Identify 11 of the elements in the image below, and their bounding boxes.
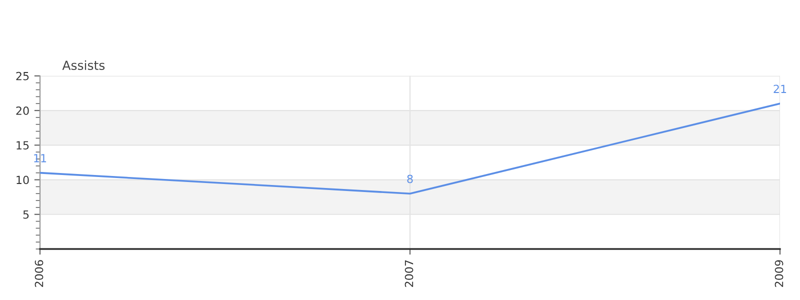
x-tick-label: 2007 [404,260,414,287]
y-tick-label: 20 [16,106,29,115]
y-axis-title: Assists [62,60,105,70]
x-tick-label: 2006 [34,260,44,287]
y-tick-label: 25 [16,72,29,80]
data-label: 21 [774,84,786,93]
y-tick-label: 15 [16,141,29,150]
y-tick-label: 10 [16,176,29,184]
x-tick-label: 2009 [774,260,784,287]
data-label: 8 [407,174,413,184]
y-tick-label: 5 [23,210,29,219]
